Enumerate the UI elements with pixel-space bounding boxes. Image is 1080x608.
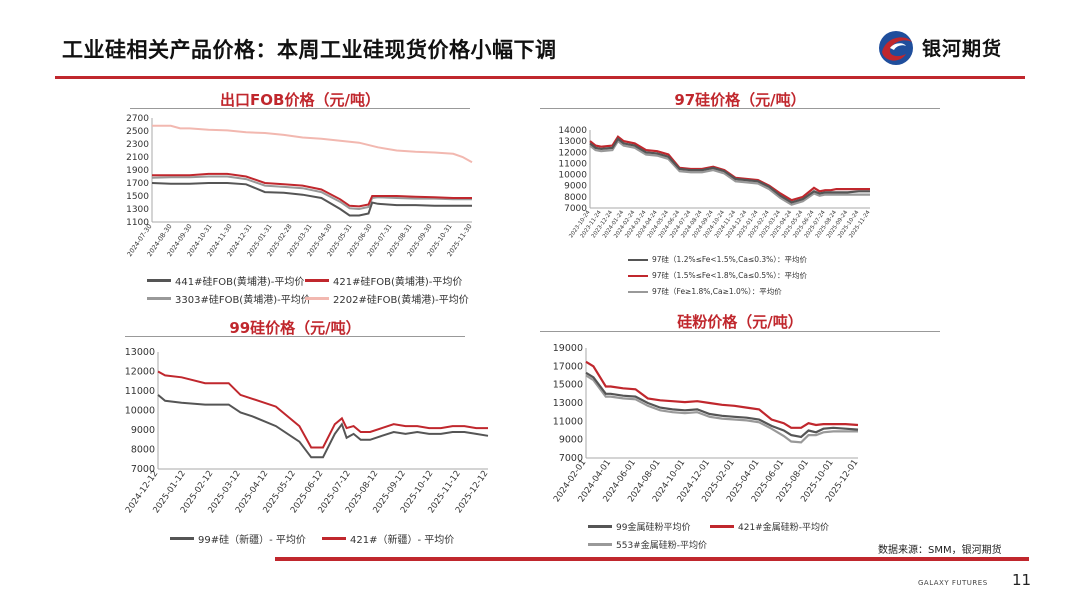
legend-label: 99#硅（新疆）- 平均价 [198,535,306,546]
y-tick-label: 1100 [126,218,149,228]
series-line [157,370,488,449]
legend-item: 421#（新疆）- 平均价 [322,531,454,546]
legend-swatch [628,258,648,261]
series-line [589,137,870,204]
legend-swatch [710,525,734,528]
y-tick-label: 11000 [553,416,583,427]
y-tick-label: 1300 [126,205,149,215]
series-line [585,360,859,429]
y-tick-label: 2500 [126,127,149,137]
chart-title-underline [130,108,470,109]
chart-title-99: 99硅价格（元/吨） [229,319,361,337]
legend-label: 421#（新疆）- 平均价 [350,535,455,546]
powder-price-chart: 7000900011000130001500017000190002024-02… [552,343,861,504]
legend-swatch [305,279,329,282]
legend-item: 3303#硅FOB(黄埔港)-平均价 [147,291,311,306]
legend-swatch [628,274,648,277]
y-tick-label: 11000 [125,386,155,397]
y-tick-label: 2700 [126,114,149,124]
legend-swatch [305,297,329,300]
y-tick-label: 7000 [131,464,155,475]
legend-item: 421#金属硅粉-平均价 [710,520,829,533]
fob-price-chart: 1100130015001700190021002300250027002024… [125,114,473,258]
chart-title-97: 97硅价格（元/吨） [674,91,806,109]
legend-item: 2202#硅FOB(黄埔港)-平均价 [305,291,469,306]
legend-label: 3303#硅FOB(黄埔港)-平均价 [175,295,311,306]
legend-label: 97硅（1.2%≤Fe<1.5%,Ca≤0.3%）：平均价 [652,255,808,264]
y-tick-label: 2100 [126,153,149,163]
series-line [152,124,473,164]
y-tick-label: 13000 [125,347,155,358]
legend-label: 553#金属硅粉-平均价 [616,541,707,551]
page-number: 11 [1012,571,1032,589]
legend-swatch [147,279,171,282]
y-tick-label: 9000 [131,425,155,436]
series-line [151,182,472,217]
legend-label: 97硅（1.5%≤Fe<1.8%,Ca≤0.5%）：平均价 [652,271,808,280]
y-tick-label: 11000 [558,159,587,169]
footer-brand: GALAXY FUTURES [918,579,988,587]
legend-swatch [588,543,612,546]
y-tick-label: 8000 [131,445,155,456]
series-line [151,175,472,211]
legend-swatch [147,297,171,300]
y-tick-label: 12000 [558,148,587,158]
y-tick-label: 15000 [553,380,583,391]
header-divider [55,76,1025,79]
si97-price-chart: 7000800090001000011000120001300014000202… [558,126,872,239]
legend-label: 421#金属硅粉-平均价 [738,523,829,533]
chart-title-underline [125,336,465,337]
legend-swatch [322,537,346,540]
series-line [585,374,858,444]
y-tick-label: 1900 [126,166,149,176]
legend-item: 421#硅FOB(黄埔港)-平均价 [305,273,462,288]
legend-swatch [170,537,194,540]
series-line [157,394,489,459]
chart-title-underline [540,331,940,332]
y-tick-label: 1500 [126,192,149,202]
data-source-note: 数据来源：SMM，银河期货 [878,545,1002,556]
legend-label: 99金属硅粉平均价 [616,523,691,533]
y-tick-label: 2300 [126,140,149,150]
y-tick-label: 14000 [558,126,587,136]
legend-label: 441#硅FOB(黄埔港)-平均价 [175,277,305,288]
y-tick-label: 9000 [559,435,583,446]
y-tick-label: 17000 [553,361,583,372]
y-tick-label: 13000 [558,137,587,147]
legend-label: 2202#硅FOB(黄埔港)-平均价 [333,295,469,306]
legend-item: 97硅（1.2%≤Fe<1.5%,Ca≤0.3%）：平均价 [628,254,807,265]
logo-text: 银河期货 [922,38,1003,60]
legend-swatch [628,290,648,293]
chart-title-powder: 硅粉价格（元/吨） [677,313,803,331]
y-tick-label: 1700 [126,179,149,189]
y-tick-label: 7000 [559,453,583,464]
legend-swatch [588,525,612,528]
series-line [152,172,472,208]
chart-title-fob: 出口FOB价格（元/吨） [220,91,380,109]
chart-title-underline [540,108,940,109]
legend-label: 421#硅FOB(黄埔港)-平均价 [333,277,463,288]
brand-logo: 银河期货 [876,28,1036,68]
legend-label: 97硅（Fe≥1.8%,Ca≥1.0%）：平均价 [652,287,782,296]
legend-item: 99金属硅粉平均价 [588,520,690,533]
y-tick-label: 12000 [125,367,155,378]
series-line [585,371,859,439]
legend-item: 97硅（Fe≥1.8%,Ca≥1.0%）：平均价 [628,286,782,297]
legend-item: 441#硅FOB(黄埔港)-平均价 [147,273,304,288]
series-line [589,139,870,206]
y-tick-label: 8000 [564,193,587,203]
legend-item: 553#金属硅粉-平均价 [588,538,707,551]
y-tick-label: 19000 [553,343,583,354]
galaxy-logo-icon [879,31,913,65]
y-tick-label: 7000 [564,204,587,214]
legend-item: 99#硅（新疆）- 平均价 [170,531,306,546]
y-tick-label: 10000 [558,171,587,181]
y-tick-label: 9000 [564,182,587,192]
y-tick-label: 13000 [553,398,583,409]
page-title: 工业硅相关产品价格：本周工业硅现货价格小幅下调 [62,38,557,62]
y-tick-label: 10000 [125,406,155,417]
footer-divider [275,557,1029,561]
legend-item: 97硅（1.5%≤Fe<1.8%,Ca≤0.5%）：平均价 [628,270,807,281]
si99-price-chart: 700080009000100001100012000130002024-12-… [124,347,491,515]
